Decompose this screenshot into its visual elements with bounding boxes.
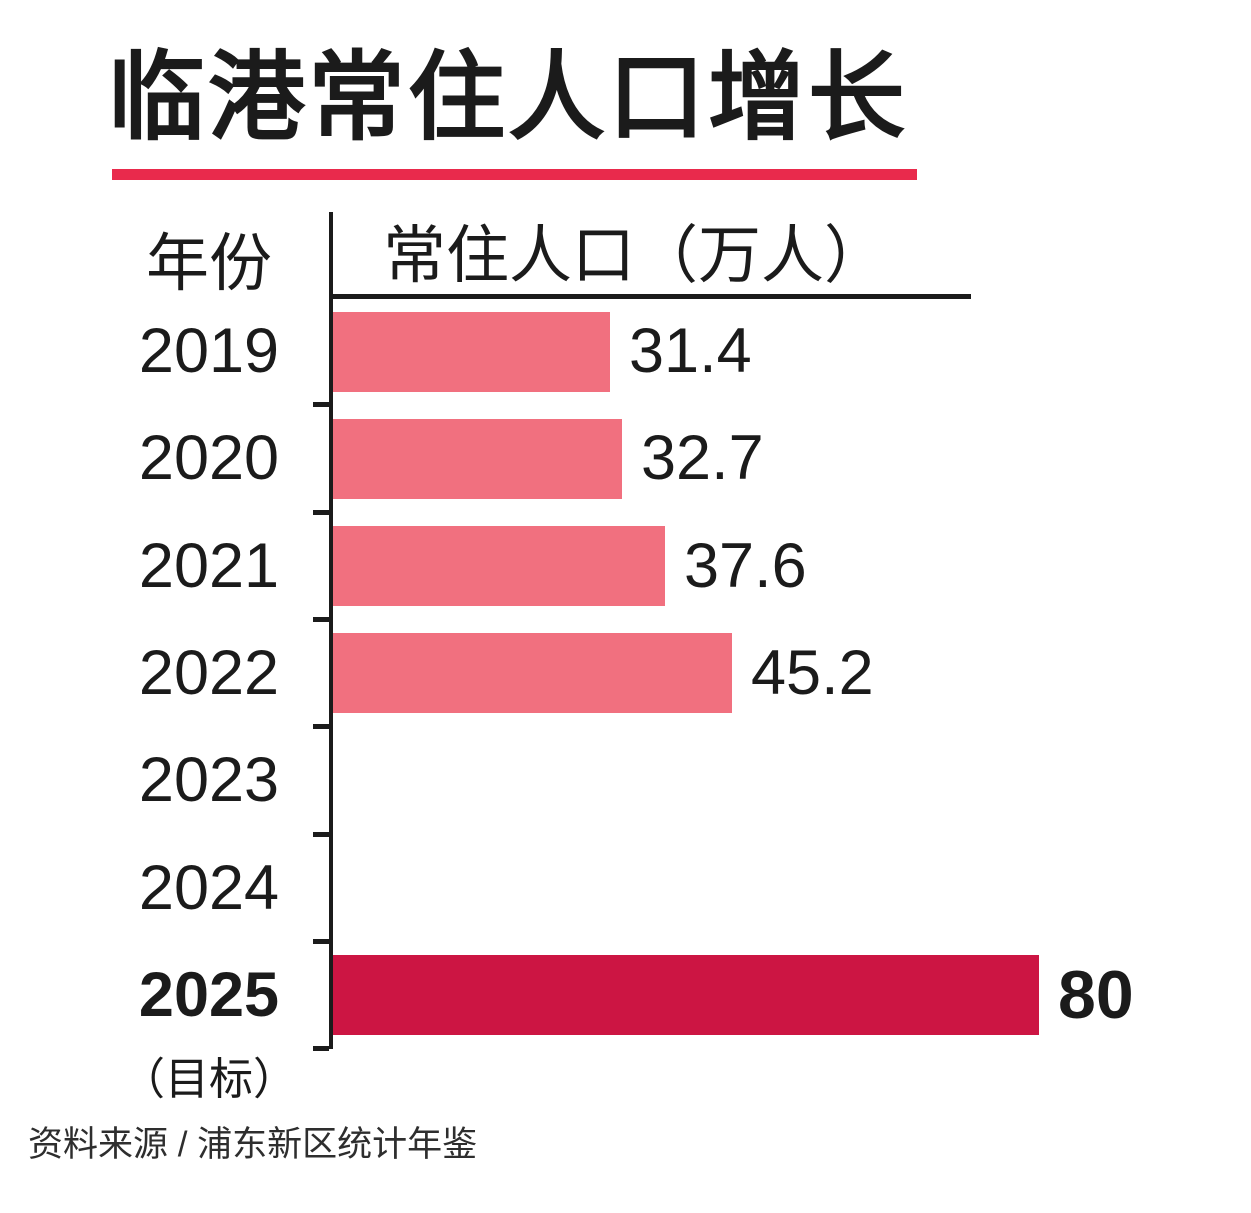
year-label: 2025 （目标） — [103, 941, 315, 1104]
column-header-year: 年份 — [146, 229, 272, 299]
axis-vertical-line — [329, 212, 333, 1049]
axis-tick-mark — [313, 509, 329, 515]
bar — [333, 311, 610, 392]
year-label: 2022 — [138, 638, 280, 709]
column-header-value: 常住人口（万人） — [383, 221, 887, 291]
table-row: 2025 （目标） 80 — [0, 941, 1251, 1104]
axis-tick-mark — [313, 831, 329, 837]
year-target-note: （目标） — [121, 1055, 297, 1105]
bar — [333, 526, 665, 607]
year-label: 2020 — [138, 423, 280, 494]
axis-tick-mark — [313, 1046, 329, 1052]
source-text: 资料来源 / 浦东新区统计年鉴 — [28, 1125, 478, 1164]
year-label: 2021 — [138, 530, 280, 601]
header-horizontal-rule — [329, 294, 971, 299]
value-label: 80 — [1058, 956, 1134, 1033]
year-label: 2023 — [138, 745, 280, 816]
value-label: 31.4 — [629, 316, 752, 387]
year-label: 2024 — [138, 852, 280, 923]
bar — [333, 633, 732, 714]
axis-tick-mark — [313, 938, 329, 944]
table-row: 2021 37.6 — [0, 512, 1251, 619]
table-row: 2022 45.2 — [0, 619, 1251, 726]
table-row: 2019 31.4 — [0, 298, 1251, 405]
axis-tick-mark — [313, 724, 329, 730]
title-underline-rule — [112, 169, 917, 180]
bar — [333, 418, 622, 499]
year-label: 2019 — [138, 316, 280, 387]
value-label: 37.6 — [684, 530, 807, 601]
axis-tick-mark — [313, 616, 329, 622]
table-row: 2023 — [0, 727, 1251, 834]
chart-title: 临港常住人口增长 — [108, 43, 908, 152]
value-label: 45.2 — [751, 638, 874, 709]
value-label: 32.7 — [641, 423, 764, 494]
table-row: 2024 — [0, 834, 1251, 941]
bar-highlight — [333, 955, 1039, 1036]
table-row: 2020 32.7 — [0, 405, 1251, 512]
axis-tick-mark — [313, 402, 329, 408]
